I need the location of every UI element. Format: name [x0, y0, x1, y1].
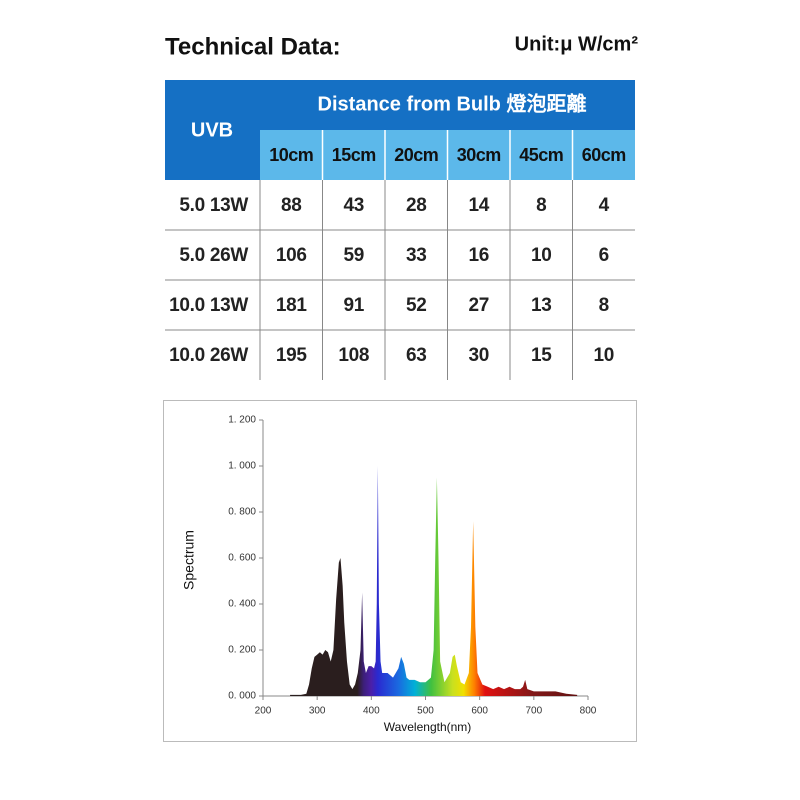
cell-value: 181 — [276, 295, 308, 316]
cell-value: 10 — [531, 245, 552, 266]
x-axis-title: Wavelength(nm) — [384, 720, 472, 734]
column-header: 15cm — [332, 145, 376, 165]
cell-value: 8 — [599, 295, 609, 316]
cell-value: 28 — [406, 195, 427, 216]
y-tick-label: 0. 200 — [228, 645, 256, 656]
column-header: 45cm — [519, 145, 563, 165]
cell-value: 27 — [468, 295, 489, 316]
y-tick-label: 0. 000 — [228, 691, 256, 702]
x-tick-label: 700 — [525, 706, 542, 717]
column-header: 10cm — [269, 145, 313, 165]
x-tick-label: 800 — [580, 706, 597, 717]
cell-value: 30 — [468, 345, 489, 366]
cell-value: 33 — [406, 245, 427, 266]
cell-value: 52 — [406, 295, 427, 316]
cell-value: 43 — [343, 195, 364, 216]
corner-band — [165, 130, 260, 180]
cell-value: 195 — [276, 345, 308, 366]
header-band — [165, 80, 635, 130]
y-tick-label: 0. 800 — [228, 507, 256, 518]
cell-value: 8 — [536, 195, 546, 216]
y-tick-label: 0. 600 — [228, 553, 256, 564]
cell-value: 88 — [281, 195, 302, 216]
y-tick-label: 0. 400 — [228, 599, 256, 610]
cell-value: 15 — [531, 345, 552, 366]
x-tick-label: 600 — [471, 706, 488, 717]
column-header: 20cm — [394, 145, 438, 165]
cell-value: 63 — [406, 345, 427, 366]
table: UVB Distance from Bulb 燈泡距離 10cm 15cm 20cm 30… — [165, 91, 635, 380]
y-tick-label: 1. 000 — [228, 461, 256, 472]
corner-label: UVB — [191, 119, 233, 141]
column-header: 30cm — [457, 145, 501, 165]
row-label: 5.0 26W — [179, 245, 248, 266]
column-header: 60cm — [582, 145, 626, 165]
cell-value: 4 — [599, 195, 610, 216]
cell-value: 10 — [593, 345, 614, 366]
row-label: 5.0 13W — [179, 195, 248, 216]
row-label: 10.0 26W — [169, 345, 248, 366]
cell-value: 106 — [276, 245, 307, 266]
cell-value: 91 — [343, 295, 364, 316]
unit: Unit:μ W/cm² — [515, 33, 639, 55]
x-tick-label: 400 — [363, 706, 380, 717]
cell-value: 16 — [468, 245, 489, 266]
y-axis-title: Spectrum — [181, 530, 197, 590]
spectrum-area — [290, 466, 578, 696]
cell-value: 6 — [599, 245, 609, 266]
chart: 0. 000 0. 200 0. 400 0. 600 0. 800 1. 000 1. 2… — [181, 415, 597, 735]
cell-value: 14 — [468, 195, 489, 216]
page-title: Technical Data: — [165, 33, 341, 60]
cell-value: 13 — [531, 295, 552, 316]
x-tick-label: 300 — [309, 706, 326, 717]
x-tick-label: 200 — [255, 706, 272, 717]
y-tick-label: 1. 200 — [228, 415, 256, 426]
row-label: 10.0 13W — [169, 295, 248, 316]
cell-value: 108 — [338, 345, 369, 366]
group-header: Distance from Bulb 燈泡距離 — [318, 91, 587, 115]
x-tick-label: 500 — [417, 706, 434, 717]
cell-value: 59 — [343, 245, 364, 266]
